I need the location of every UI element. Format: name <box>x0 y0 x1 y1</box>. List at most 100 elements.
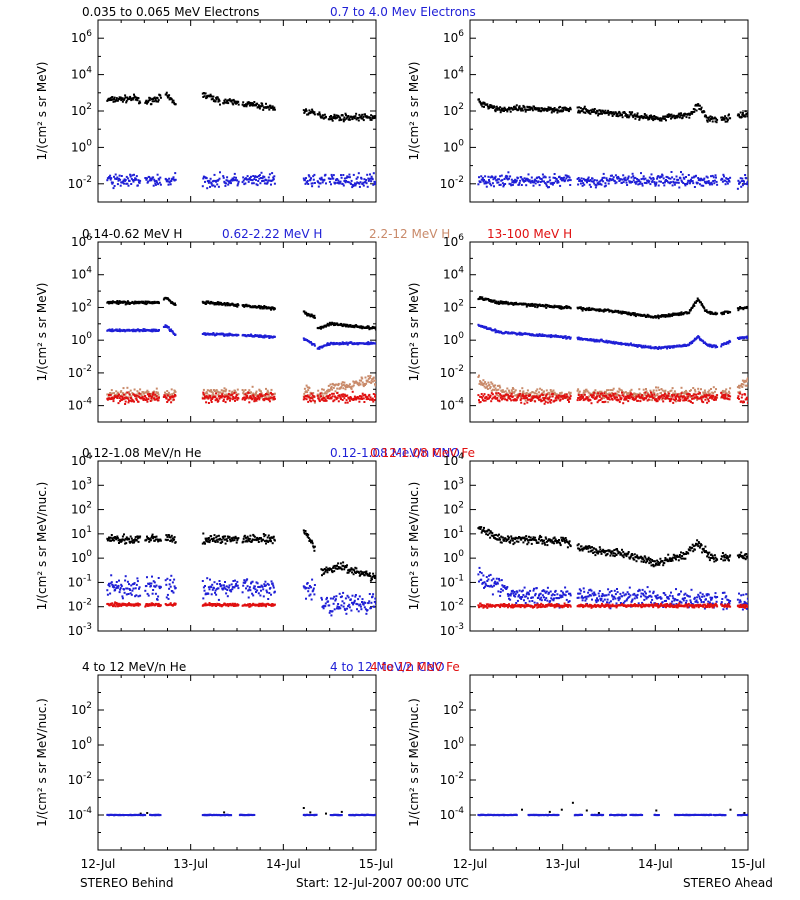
data-point <box>587 307 590 310</box>
data-point <box>128 393 131 396</box>
data-point <box>152 184 155 187</box>
data-point <box>484 175 487 178</box>
data-point <box>305 109 308 112</box>
data-point <box>334 390 337 393</box>
data-point <box>119 96 122 99</box>
data-point <box>158 396 160 399</box>
data-point <box>500 179 503 182</box>
data-point <box>609 389 612 392</box>
data-point <box>374 183 376 186</box>
data-point <box>151 100 154 103</box>
data-point <box>271 105 274 108</box>
data-point <box>649 345 652 348</box>
data-point <box>233 101 236 104</box>
data-point <box>345 325 347 328</box>
data-point <box>523 180 525 183</box>
data-point <box>265 305 267 308</box>
data-point <box>604 182 607 185</box>
data-point <box>273 108 276 111</box>
data-point <box>505 174 508 177</box>
data-point <box>251 394 254 397</box>
data-point <box>673 114 676 117</box>
data-point <box>672 181 675 184</box>
data-point <box>331 118 334 121</box>
data-point <box>711 174 714 177</box>
data-point <box>676 116 679 119</box>
data-point <box>628 180 631 183</box>
data-point <box>486 397 489 400</box>
data-point <box>693 304 696 307</box>
data-point <box>224 393 226 396</box>
data-point <box>548 397 550 400</box>
data-point <box>165 326 168 328</box>
data-point <box>579 338 582 341</box>
data-point <box>627 177 630 180</box>
data-point <box>166 390 169 392</box>
data-point <box>146 389 149 392</box>
data-point <box>620 397 623 400</box>
data-point <box>558 305 560 308</box>
data-point <box>705 175 708 178</box>
data-point <box>266 393 269 396</box>
y-tick-label: 100 <box>71 331 92 347</box>
data-point <box>327 324 330 327</box>
data-point <box>317 397 320 400</box>
data-point <box>736 386 739 389</box>
data-point <box>242 179 245 182</box>
data-point <box>170 98 173 101</box>
data-point <box>232 396 235 398</box>
data-point <box>205 397 208 400</box>
data-point <box>703 110 706 113</box>
data-point <box>326 395 329 398</box>
data-point <box>612 387 615 390</box>
data-point <box>662 397 665 400</box>
data-point <box>311 108 314 111</box>
y-tick-label: 100 <box>443 138 464 154</box>
data-point <box>658 119 661 122</box>
data-point <box>633 181 636 184</box>
data-point <box>565 174 568 177</box>
data-point <box>483 399 485 402</box>
data-point <box>260 171 263 174</box>
data-point <box>611 112 613 115</box>
data-point <box>310 177 312 180</box>
data-point <box>503 395 506 398</box>
data-point <box>359 383 362 386</box>
data-point <box>146 302 149 305</box>
data-point <box>336 387 339 390</box>
data-point <box>564 306 567 309</box>
data-point <box>173 303 176 306</box>
data-point <box>631 181 634 183</box>
data-point <box>361 183 364 186</box>
data-point <box>245 105 248 108</box>
data-point <box>134 394 137 397</box>
data-point <box>700 106 703 109</box>
data-point <box>566 305 569 308</box>
data-point <box>586 390 589 393</box>
data-point <box>153 96 156 99</box>
data-point <box>313 344 316 347</box>
data-point <box>498 178 500 181</box>
data-point <box>521 394 524 397</box>
data-point <box>361 113 364 116</box>
data-point <box>520 395 523 398</box>
data-point <box>236 101 239 104</box>
data-point <box>600 390 603 393</box>
data-point <box>131 399 134 402</box>
data-point <box>345 179 347 182</box>
data-point <box>322 396 325 399</box>
data-point <box>660 315 662 318</box>
data-point <box>581 307 583 310</box>
data-point <box>313 182 316 184</box>
data-point <box>670 117 672 120</box>
data-point <box>557 109 560 112</box>
data-point <box>564 179 567 182</box>
data-point <box>214 302 217 304</box>
data-point <box>305 395 307 397</box>
data-point <box>537 396 540 399</box>
data-point <box>688 179 691 182</box>
data-point <box>651 180 654 183</box>
data-point <box>640 178 643 181</box>
data-point <box>565 177 568 180</box>
data-point <box>511 181 514 184</box>
